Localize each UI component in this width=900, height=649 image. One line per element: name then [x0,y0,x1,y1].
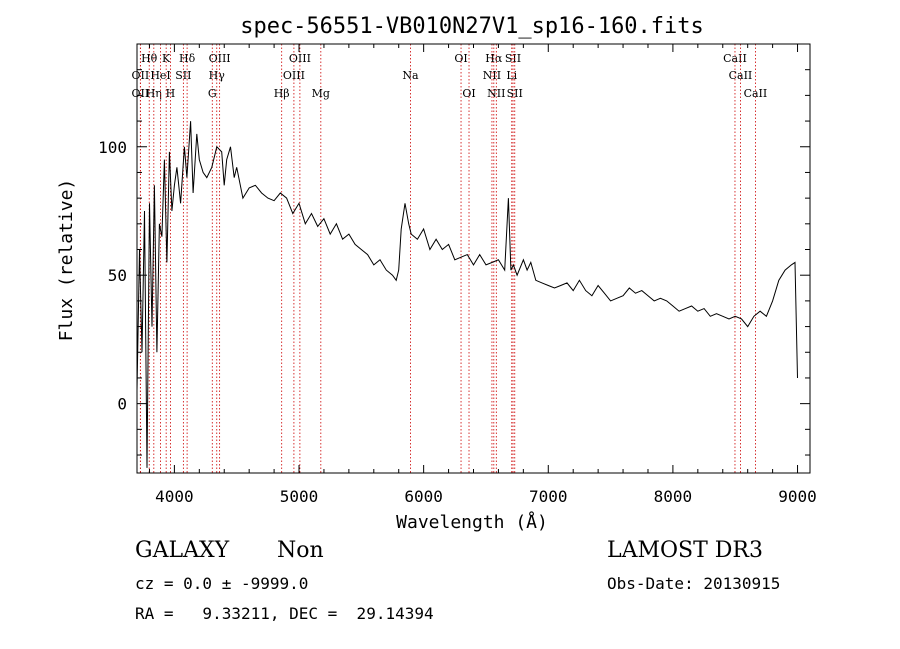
marker-label: OII [132,87,150,100]
y-tick-label: 50 [108,266,127,285]
line-markers: OIIOIIHθHηHeIKHSIIHδGHγOIIIHβOIIIOIIIMgN… [132,44,768,473]
object-class: GALAXY [135,538,230,563]
marker-label: OI [462,87,475,100]
marker-label: SII [507,87,523,100]
marker-label: Hα [485,52,503,65]
x-tick-label: 5000 [280,487,319,506]
survey-name: LAMOST DR3 [607,538,763,563]
marker-label: OIII [283,69,305,82]
obs-date-text: Obs-Date: 20130915 [607,574,781,593]
marker-label: Hδ [179,52,196,65]
y-tick-label: 0 [117,395,127,414]
marker-label: SII [505,52,521,65]
marker-label: CaII [729,69,753,82]
marker-label: G [208,87,217,100]
marker-label: CaII [723,52,747,65]
plot-frame [136,43,811,474]
marker-label: Na [402,69,419,82]
chart-title: spec-56551-VB010N27V1_sp16-160.fits [240,14,704,39]
coordinates-text: RA = 9.33211, DEC = 29.14394 [135,604,434,623]
y-tick-label: 100 [98,138,127,157]
x-tick-label: 6000 [404,487,443,506]
marker-label: CaII [744,87,768,100]
marker-label: HeI [150,69,170,82]
x-tick-label: 8000 [654,487,693,506]
x-tick-label: 9000 [778,487,817,506]
marker-label: Li [506,69,517,82]
redshift-text: cz = 0.0 ± -9999.0 [135,574,309,593]
spectrum-series-line [136,121,798,468]
marker-label: Hη [146,87,162,100]
marker-label: Hβ [274,87,290,100]
marker-label: NII [483,69,501,82]
x-axis-label: Wavelength (Å) [396,511,548,533]
object-subclass: Non [277,538,324,563]
x-tick-label: 4000 [155,487,194,506]
marker-label: K [162,52,171,65]
y-axis-label: Flux (relative) [56,179,77,342]
marker-label: Hθ [141,52,158,65]
x-tick-label: 7000 [529,487,568,506]
marker-label: NII [487,87,505,100]
marker-label: OIII [209,52,231,65]
marker-label: OI [454,52,467,65]
marker-label: H [166,87,176,100]
marker-label: Hγ [209,69,226,82]
marker-label: SII [175,69,191,82]
axis-ticks: 4000 5000 6000 7000 8000 9000 0 50 100 [98,44,817,506]
marker-label: Mg [312,87,330,100]
marker-label: OIII [289,52,311,65]
